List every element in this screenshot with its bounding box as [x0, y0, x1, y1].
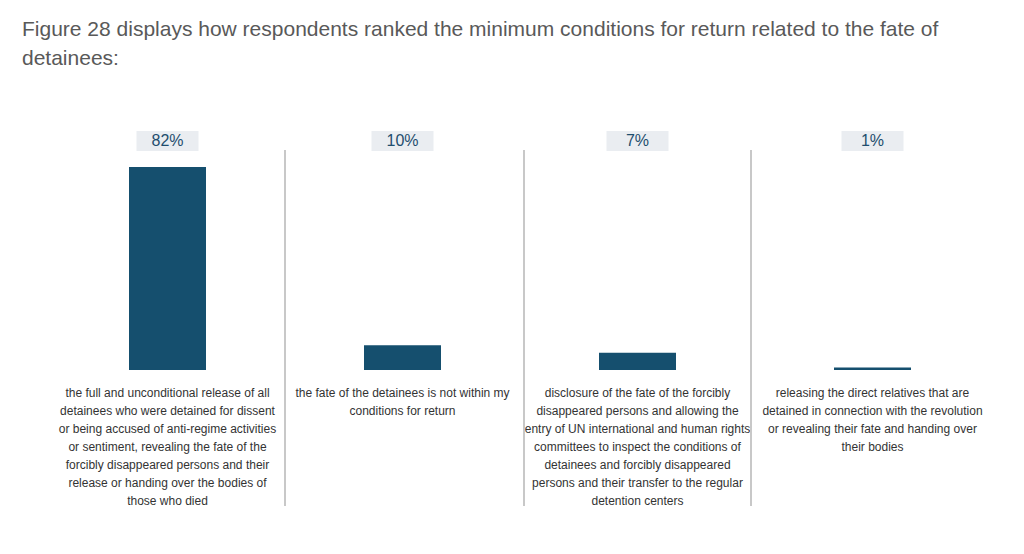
- html-text:the full and unconditional rel: the full and unconditional release of al…: [58, 386, 277, 508]
- svg-text:1%: 1%: [861, 132, 884, 149]
- svg-text:10%: 10%: [386, 132, 418, 149]
- html-text:Figure 28 displays how respond: Figure 28 displays how respondents ranke…: [22, 17, 939, 69]
- html-text:releasing the direct relatives: releasing the direct relatives that are …: [762, 386, 983, 454]
- svg-text:82%: 82%: [151, 132, 183, 149]
- html-text:the fate of the detainees is n: the fate of the detainees is not within …: [295, 386, 510, 418]
- html-text:disclosure of the fate of the: disclosure of the fate of the forcibly d…: [524, 386, 751, 508]
- svg-text:7%: 7%: [626, 132, 649, 149]
